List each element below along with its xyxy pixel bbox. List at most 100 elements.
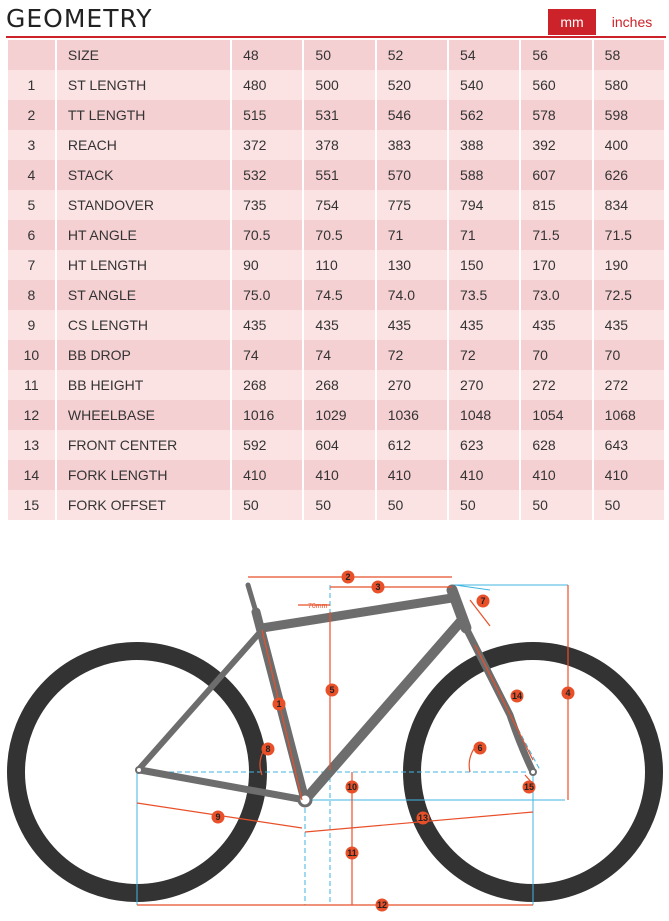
row-value-cell: 480 [232, 70, 303, 100]
front-dropout [529, 768, 537, 776]
seat-stay [137, 627, 265, 771]
dimension-marker-circle [261, 742, 275, 756]
unit-mm-button[interactable]: mm [548, 9, 596, 35]
table-row: 1 ST LENGTH 480 500 520 540 560 580 [8, 70, 664, 100]
size-header-cell: 50 [304, 40, 375, 70]
row-label-cell: STANDOVER [56, 190, 231, 220]
row-value-cell: 70.5 [304, 220, 375, 250]
row-value-cell: 410 [304, 460, 375, 490]
row-value-cell: 410 [449, 460, 520, 490]
row-value-cell: 110 [304, 250, 375, 280]
row-value-cell: 50 [521, 490, 592, 520]
dimension-marker-label: 10 [347, 782, 357, 792]
row-value-cell: 628 [521, 430, 592, 460]
row-value-cell: 775 [376, 190, 448, 220]
dimension-marker-label: 4 [565, 688, 570, 698]
row-index-cell: 1 [8, 70, 55, 100]
size-header-cell: 54 [449, 40, 520, 70]
row-value-cell: 588 [449, 160, 520, 190]
row-label-cell: FRONT CENTER [56, 430, 231, 460]
geometry-header: GEOMETRY mm inches [0, 0, 669, 38]
row-value-cell: 1016 [232, 400, 303, 430]
row-value-cell: 70 [521, 340, 592, 370]
row-index-cell: 15 [8, 490, 55, 520]
row-value-cell: 378 [304, 130, 375, 160]
row-value-cell: 130 [376, 250, 448, 280]
row-value-cell: 50 [449, 490, 520, 520]
header-index-cell [8, 40, 55, 70]
dimension-marker: 5 [325, 683, 339, 697]
size-header-cell: 52 [376, 40, 448, 70]
dimension-marker: 15 [522, 780, 536, 794]
row-index-cell: 12 [8, 400, 55, 430]
size-header-cell: 58 [593, 40, 664, 70]
row-value-cell: 1054 [521, 400, 592, 430]
dimension-marker-circle [522, 780, 536, 794]
table-header-row: SIZE 48 50 52 54 56 58 [8, 40, 664, 70]
row-index-cell: 8 [8, 280, 55, 310]
dimension-marker-circle [325, 683, 339, 697]
row-value-cell: 1068 [593, 400, 664, 430]
offset-label: 70mm [308, 603, 328, 610]
dimension-marker-circle [341, 570, 355, 584]
row-value-cell: 272 [521, 370, 592, 400]
row-index-cell: 13 [8, 430, 55, 460]
dimension-marker-circle [416, 811, 430, 825]
row-label-cell: ST LENGTH [56, 70, 231, 100]
row-label-cell: CS LENGTH [56, 310, 231, 340]
row-value-cell: 435 [449, 310, 520, 340]
row-value-cell: 272 [593, 370, 664, 400]
size-header-label: SIZE [56, 40, 231, 70]
dimension-marker-label: 8 [265, 744, 270, 754]
dimension-marker: 6 [473, 741, 487, 755]
row-label-cell: REACH [56, 130, 231, 160]
row-value-cell: 1029 [304, 400, 375, 430]
table-row: 6 HT ANGLE 70.5 70.5 71 71 71.5 71.5 [8, 220, 664, 250]
dimension-marker-label: 2 [345, 572, 350, 582]
row-value-cell: 546 [376, 100, 448, 130]
row-value-cell: 50 [304, 490, 375, 520]
row-label-cell: HT ANGLE [56, 220, 231, 250]
table-row: 10 BB DROP 74 74 72 72 70 70 [8, 340, 664, 370]
row-value-cell: 71 [376, 220, 448, 250]
dimension-marker: 11 [345, 846, 359, 860]
row-value-cell: 74 [232, 340, 303, 370]
row-value-cell: 410 [232, 460, 303, 490]
dimension-marker-label: 3 [375, 582, 380, 592]
table-row: 3 REACH 372 378 383 388 392 400 [8, 130, 664, 160]
dimension-marker: 12 [375, 898, 389, 912]
dimension-marker-circle [211, 810, 225, 824]
row-label-cell: BB HEIGHT [56, 370, 231, 400]
table-row: 15 FORK OFFSET 50 50 50 50 50 50 [8, 490, 664, 520]
row-index-cell: 9 [8, 310, 55, 340]
unit-inches-button[interactable]: inches [600, 9, 664, 35]
row-value-cell: 815 [521, 190, 592, 220]
row-value-cell: 754 [304, 190, 375, 220]
table-row: 2 TT LENGTH 515 531 546 562 578 598 [8, 100, 664, 130]
dimension-marker-label: 9 [215, 812, 220, 822]
dimension-marker: 13 [416, 811, 430, 825]
dimension-marker-label: 14 [512, 691, 522, 701]
row-value-cell: 500 [304, 70, 375, 100]
row-value-cell: 73.0 [521, 280, 592, 310]
row-value-cell: 435 [232, 310, 303, 340]
row-value-cell: 150 [449, 250, 520, 280]
row-value-cell: 72.5 [593, 280, 664, 310]
row-index-cell: 10 [8, 340, 55, 370]
row-value-cell: 410 [593, 460, 664, 490]
row-value-cell: 392 [521, 130, 592, 160]
table-row: 8 ST ANGLE 75.0 74.5 74.0 73.5 73.0 72.5 [8, 280, 664, 310]
row-value-cell: 270 [449, 370, 520, 400]
table-row: 14 FORK LENGTH 410 410 410 410 410 410 [8, 460, 664, 490]
table-row: 4 STACK 532 551 570 588 607 626 [8, 160, 664, 190]
dimension-marker-circle [371, 580, 385, 594]
row-value-cell: 71 [449, 220, 520, 250]
row-value-cell: 90 [232, 250, 303, 280]
rear-dropout [135, 766, 143, 774]
row-value-cell: 72 [449, 340, 520, 370]
row-value-cell: 562 [449, 100, 520, 130]
row-value-cell: 435 [304, 310, 375, 340]
dimension-marker-circle [345, 846, 359, 860]
row-index-cell: 11 [8, 370, 55, 400]
row-index-cell: 2 [8, 100, 55, 130]
